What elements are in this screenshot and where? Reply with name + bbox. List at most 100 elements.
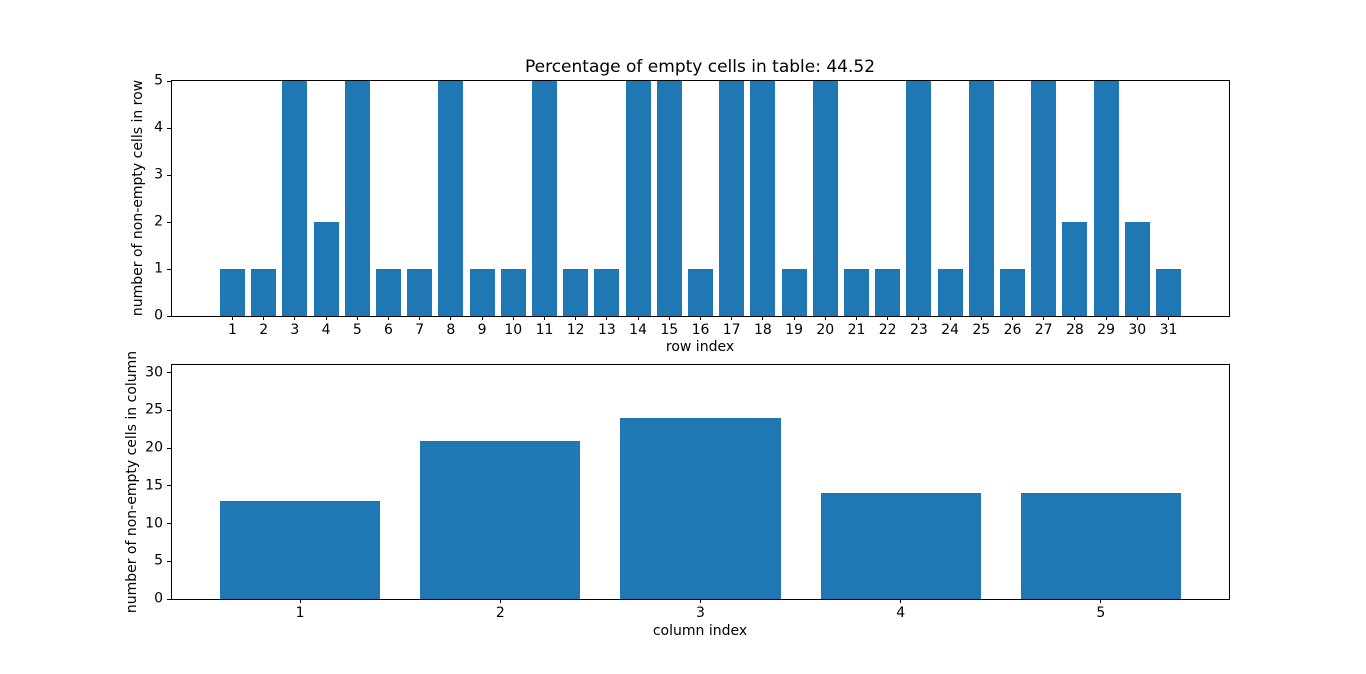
bar [376,269,401,316]
y-tick-label: 25 [145,401,163,418]
x-tick [481,316,483,320]
bar [875,269,901,316]
y-tick [167,221,171,223]
x-tick-label: 1 [228,322,237,338]
x-tick [1012,316,1013,320]
x-tick-label: 4 [321,322,331,338]
x-tick [299,599,301,603]
bar [220,500,381,599]
x-tick-label: 12 [566,322,585,338]
x-tick [512,316,514,320]
bar [251,269,277,316]
x-tick-label: 14 [629,322,648,338]
column-chart-xlabel: column index [652,623,748,639]
x-tick [544,316,545,320]
x-tick-label: 9 [477,322,487,338]
x-tick-label: 3 [290,322,300,338]
y-tick [167,268,171,270]
y-tick [167,372,171,373]
row-chart-title: Percentage of empty cells in table: 44.5… [524,57,876,77]
bar [563,269,589,316]
bar [420,440,581,599]
x-tick-label: 7 [415,322,425,338]
x-tick-label: 27 [1034,322,1053,338]
row-chart-xlabel: row index [665,339,735,355]
x-tick [1105,316,1107,320]
bar [625,81,651,316]
x-tick [356,316,358,320]
x-tick-label: 21 [847,322,866,338]
bar [906,81,932,316]
y-tick [167,409,171,411]
x-tick [606,316,608,320]
x-tick [700,599,701,603]
bar [438,81,464,316]
x-tick-label: 16 [691,322,710,338]
y-tick-label: 20 [145,439,163,456]
y-tick [167,560,171,562]
y-tick [167,523,171,524]
y-tick-label: 0 [154,307,163,324]
x-tick-label: 31 [1159,322,1178,338]
y-tick [167,598,171,600]
y-tick-label: 15 [145,477,163,494]
y-tick [167,127,171,129]
x-tick-label: 2 [495,605,505,621]
x-tick-label: 13 [597,322,616,338]
x-tick-label: 18 [753,322,772,338]
bar [313,222,339,316]
x-tick [980,316,982,320]
x-tick-label: 5 [352,322,362,338]
x-tick [575,316,577,320]
x-tick [1168,316,1169,320]
bar [781,269,807,316]
y-tick [167,315,171,317]
bar [620,417,781,599]
x-tick-label: 20 [816,322,835,338]
x-tick [263,316,265,320]
x-tick-label: 26 [1003,322,1022,338]
x-tick-label: 19 [785,322,804,338]
bar [820,493,981,599]
x-tick [499,599,501,603]
x-tick [918,316,920,320]
x-tick [668,316,670,320]
x-tick-label: 4 [896,605,906,621]
x-tick [325,316,327,320]
x-tick-label: 23 [909,322,928,338]
bar [344,81,370,316]
x-tick [1043,316,1045,320]
x-tick [731,316,733,320]
column-chart-axes: 1 2 3 4 5 0 5 10 15 20 25 30 [145,364,1230,621]
y-tick-label: 1 [154,260,163,277]
bar [1062,222,1088,316]
bar [1093,81,1119,316]
row-chart-ylabel: number of non-empty cells in row [130,79,146,317]
bar [532,81,557,316]
y-tick [167,485,171,487]
x-tick-label: 25 [972,322,991,338]
x-tick-label: 29 [1097,322,1116,338]
y-tick-label: 3 [154,166,163,183]
y-tick-label: 5 [154,72,163,89]
x-tick [637,316,639,320]
y-tick-label: 30 [145,363,163,380]
bar [1000,269,1025,316]
bar [220,269,245,316]
x-tick [887,316,889,320]
x-tick [762,316,764,320]
bar [1156,269,1181,316]
x-tick [1074,316,1076,320]
x-tick-label: 3 [696,605,705,621]
bar [282,81,308,316]
x-tick-label: 30 [1128,322,1147,338]
bar [1031,81,1057,316]
x-tick [294,316,296,320]
x-tick [824,316,826,320]
bar [937,269,963,316]
y-tick-label: 4 [154,119,163,136]
bar [407,269,433,316]
column-chart-ylabel: number of non-empty cells in column [124,350,140,614]
y-tick-label: 5 [154,552,163,569]
